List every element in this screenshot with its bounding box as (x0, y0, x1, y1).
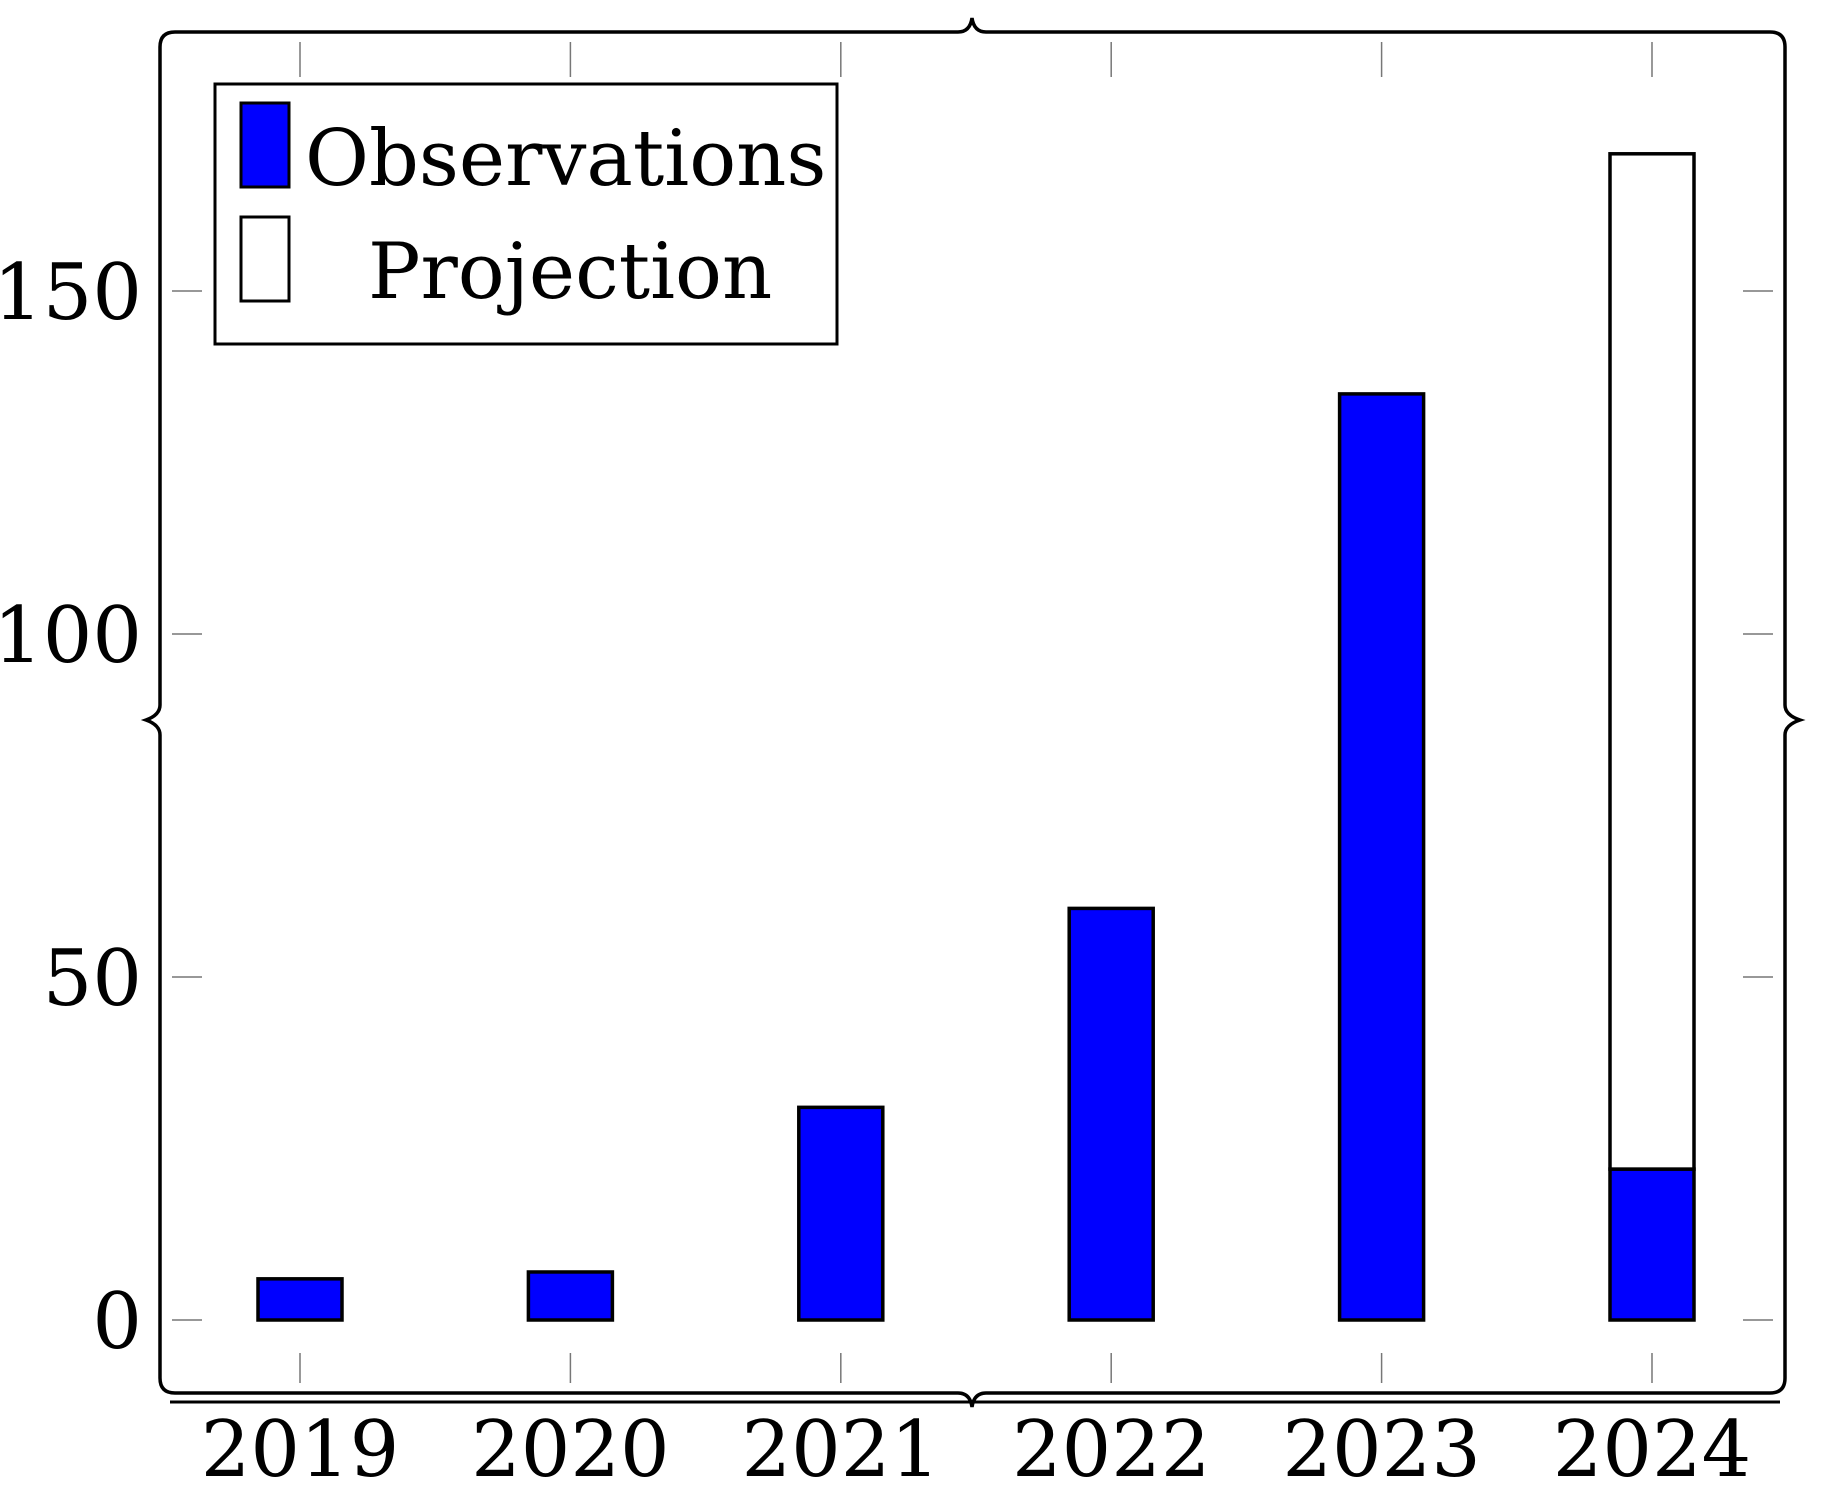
x-tick-label: 2019 (201, 1405, 400, 1495)
x-tick-label: 2021 (742, 1405, 941, 1495)
y-tick-label: 150 (0, 248, 142, 338)
bar-observations-2022 (1067, 906, 1155, 1322)
x-tick-label: 2020 (471, 1405, 670, 1495)
y-tick-label: 50 (43, 934, 142, 1024)
bar-observations-2023 (1337, 392, 1426, 1322)
x-tick-label: 2022 (1012, 1405, 1211, 1495)
legend-swatch-projection (239, 215, 291, 303)
bar-observations-2020 (526, 1270, 615, 1322)
x-tick-label: 2023 (1282, 1405, 1481, 1495)
y-tick-label: 100 (0, 591, 142, 681)
x-axis-ticks: 2019 2020 2021 2022 2023 2024 (201, 42, 1752, 1495)
legend-label-observations: Observations (305, 114, 826, 204)
bar-observations-2024 (1608, 1167, 1696, 1322)
bar-projection-2024 (1608, 152, 1696, 1171)
y-tick-label: 0 (92, 1277, 142, 1367)
plot-frame (140, 17, 1806, 1408)
bar-observations-2021 (797, 1105, 885, 1322)
x-tick-label: 2024 (1553, 1405, 1752, 1495)
legend: Observations Projection (213, 82, 839, 346)
y-axis-ticks: 0 50 100 150 (0, 248, 1773, 1367)
legend-label-projection: Projection (368, 227, 772, 317)
legend-box (213, 82, 839, 346)
bar-series (256, 152, 1696, 1322)
bar-observations-2019 (256, 1277, 344, 1322)
legend-swatch-observations (239, 101, 291, 189)
